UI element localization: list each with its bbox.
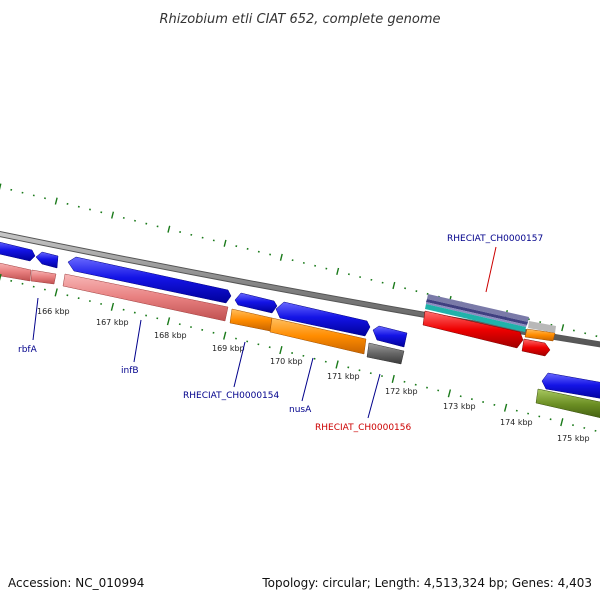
scale-major-tick — [54, 197, 58, 205]
gene-label-rheciat-ch0000156[interactable]: RHECIAT_CH0000156 — [315, 423, 412, 433]
gene-feature-infb[interactable] — [62, 273, 229, 322]
gene-label-infb[interactable]: infB — [121, 366, 139, 376]
gene-feature[interactable] — [30, 269, 57, 285]
label-leader-lines — [32, 246, 497, 419]
slate-feature[interactable] — [427, 294, 529, 322]
genome-summary-text: Topology: circular; Length: 4,513,324 bp… — [261, 576, 592, 590]
gene-features — [0, 262, 229, 322]
scale-major-tick — [561, 324, 565, 332]
leader-line — [233, 341, 246, 388]
scale-label: 168 kbp — [154, 331, 187, 340]
orange-feature[interactable] — [269, 317, 367, 355]
gene-label-nusa[interactable]: nusA — [289, 405, 312, 415]
cds-feature[interactable] — [372, 325, 408, 348]
scale-major-tick — [279, 346, 283, 355]
scale-label: 175 kbp — [557, 434, 590, 443]
scale-major-tick — [335, 360, 339, 369]
scale-major-tick — [391, 374, 395, 383]
cds-feature-nusa[interactable] — [275, 301, 371, 337]
orange-features — [229, 308, 556, 355]
olive-feature[interactable] — [535, 388, 600, 420]
scale-label: 174 kbp — [500, 418, 533, 427]
scale-major-tick — [166, 317, 171, 326]
leader-line — [301, 357, 314, 402]
scale-major-tick — [336, 267, 340, 275]
light-gray-feature[interactable] — [528, 321, 556, 333]
scale-major-tick — [223, 331, 227, 340]
leader-line — [485, 246, 497, 293]
dark-slate-feature[interactable] — [426, 299, 528, 325]
cds-feature[interactable] — [234, 292, 278, 314]
scale-major-tick — [503, 403, 508, 412]
scale-major-tick — [167, 225, 171, 233]
scale-major-tick — [110, 302, 115, 311]
genome-backbone — [0, 230, 600, 348]
leader-line — [367, 373, 381, 419]
cds-feature[interactable] — [35, 251, 59, 269]
scale-label: 169 kbp — [212, 344, 245, 353]
cds-feature[interactable] — [541, 372, 600, 400]
accession-text: Accession: NC_010994 — [8, 576, 144, 590]
red-feature-rheciat-ch0000157[interactable] — [422, 310, 524, 349]
scale-major-tick — [0, 273, 2, 281]
gene-feature[interactable] — [0, 262, 32, 282]
scale-major-tick — [0, 183, 2, 191]
scale-label: 173 kbp — [443, 402, 476, 411]
leader-line — [32, 297, 39, 341]
scale-label: 167 kbp — [96, 318, 129, 327]
scale-label: 172 kbp — [385, 387, 418, 396]
gene-label-rheciat-ch0000157[interactable]: RHECIAT_CH0000157 — [447, 234, 543, 244]
forward-strand-features — [0, 241, 600, 400]
scale-label: 171 kbp — [327, 372, 360, 381]
scale-major-tick — [447, 389, 452, 398]
scale-major-tick — [111, 211, 115, 219]
orange-feature[interactable] — [229, 308, 273, 332]
gray-feature[interactable] — [366, 342, 405, 365]
scale-major-tick — [560, 418, 564, 427]
scale-major-tick — [54, 288, 58, 297]
cds-feature[interactable] — [0, 241, 36, 262]
teal-feature[interactable] — [425, 304, 526, 332]
scale-labels: 166 kbp 167 kbp 168 kbp 169 kbp 170 kbp … — [37, 307, 590, 443]
stacked-feature-tracks — [422, 294, 556, 357]
leader-line — [133, 319, 142, 363]
scale-major-tick — [223, 239, 227, 247]
scale-major-tick — [279, 253, 283, 261]
map-title: Rhizobium etli CIAT 652, complete genome — [160, 12, 441, 27]
scale-label: 166 kbp — [37, 307, 70, 316]
red-feature[interactable] — [521, 338, 551, 357]
cds-feature-infb[interactable] — [67, 256, 232, 304]
gene-label-rheciat-ch0000154[interactable]: RHECIAT_CH0000154 — [183, 391, 280, 401]
inner-dotted-scale — [0, 273, 597, 432]
orange-feature[interactable] — [524, 328, 556, 342]
gene-labels: rbfA infB RHECIAT_CH0000154 nusA RHECIAT… — [18, 234, 543, 433]
scale-label: 170 kbp — [270, 357, 303, 366]
gene-label-rbfa[interactable]: rbfA — [18, 345, 38, 355]
scale-major-tick — [392, 281, 396, 290]
slate-feature[interactable] — [426, 302, 527, 327]
